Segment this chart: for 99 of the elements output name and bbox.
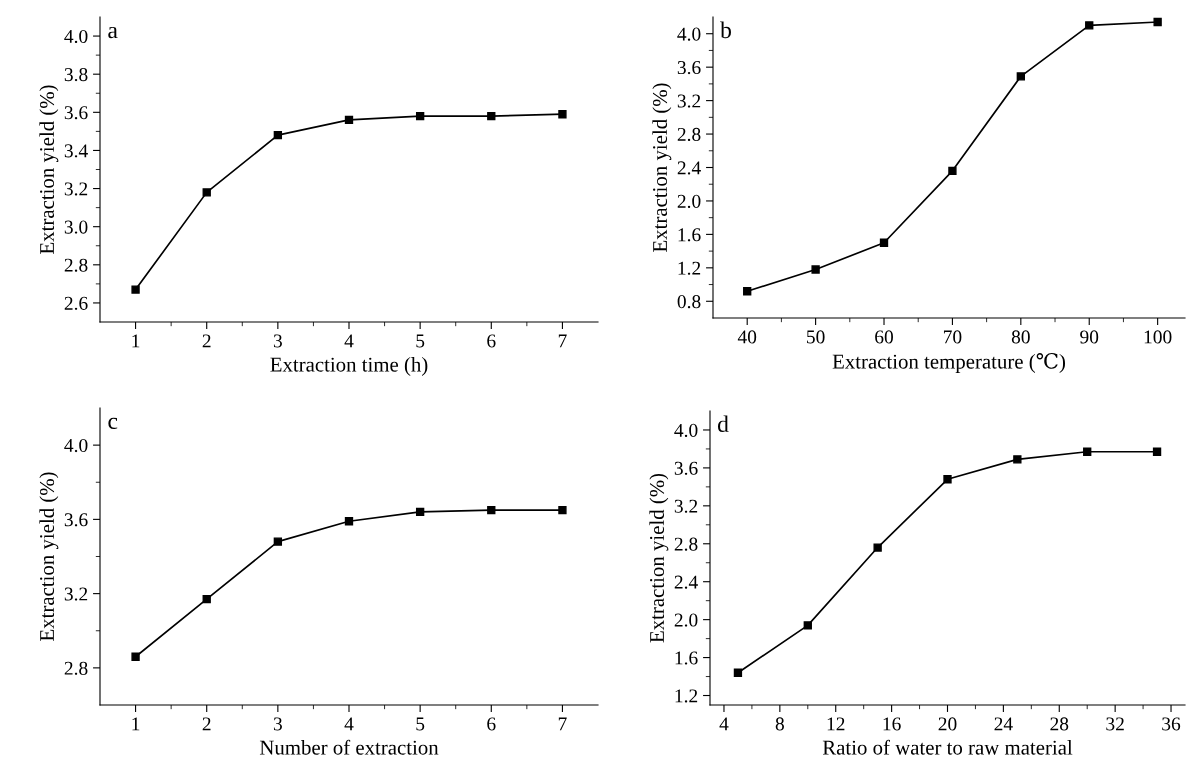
y-tick-label: 1.6 xyxy=(678,228,701,242)
y-tick-label: 0.8 xyxy=(677,295,701,309)
x-axis-title: Number of extraction xyxy=(259,739,439,755)
x-tick-label: 20 xyxy=(938,717,957,731)
point xyxy=(811,265,820,274)
point xyxy=(487,505,496,515)
point xyxy=(1153,17,1162,27)
annotation: a xyxy=(108,26,118,39)
y-tick-label: 2.8 xyxy=(64,258,88,272)
y-tick-label: 3.2 xyxy=(64,587,88,601)
y-tick-label: 2.6 xyxy=(64,296,88,310)
point xyxy=(1013,455,1022,464)
x-tick-label: 32 xyxy=(1106,717,1124,731)
point xyxy=(1152,447,1162,456)
y-tick-label: 2.4 xyxy=(677,161,701,175)
x-tick-label: 1 xyxy=(132,334,140,348)
y-tick-label: 1.2 xyxy=(678,261,701,275)
point xyxy=(202,595,211,604)
y-tick-label: 3.6 xyxy=(64,513,88,527)
y-tick-label: 3.2 xyxy=(64,182,88,196)
x-tick-label: 4 xyxy=(719,717,729,731)
x-tick-label: 4 xyxy=(344,334,354,348)
y-tick-label: 3.8 xyxy=(64,68,88,82)
y-tick-label: 3.2 xyxy=(677,94,701,108)
y-tick-label: 4.0 xyxy=(64,29,88,44)
y-tick-label: 3.0 xyxy=(64,220,88,234)
point xyxy=(558,505,567,515)
x-tick-label: 60 xyxy=(875,330,893,344)
x-tick-label: 12 xyxy=(827,717,845,731)
point xyxy=(743,287,752,296)
y-tick-label: 1.6 xyxy=(675,651,698,665)
point xyxy=(558,110,567,119)
y-tick-label: 2.0 xyxy=(674,613,698,627)
y-axis-title: Extraction yield (%) xyxy=(649,473,669,643)
x-tick-label: 80 xyxy=(1011,330,1030,344)
y-tick-label: 3.2 xyxy=(674,499,698,513)
x-tick-label: 28 xyxy=(1050,717,1069,731)
point xyxy=(273,537,283,546)
annotation: b xyxy=(720,21,731,39)
point xyxy=(131,285,140,294)
x-axis-title: Ratio of water to raw material xyxy=(822,739,1073,755)
y-tick-label: 2.0 xyxy=(677,194,701,208)
point xyxy=(948,166,957,176)
x-tick-label: 36 xyxy=(1162,717,1181,731)
y-tick-label: 1.2 xyxy=(675,689,698,703)
x-tick-label: 8 xyxy=(775,717,784,731)
x-axis-title: Extraction temperature (℃) xyxy=(832,352,1066,373)
annotation: d xyxy=(717,415,729,433)
x-tick-label: 1 xyxy=(132,717,140,731)
x-tick-label: 2 xyxy=(202,334,211,348)
point xyxy=(344,517,354,526)
point xyxy=(873,543,882,552)
point xyxy=(943,475,952,484)
x-axis-title: Extraction time (h) xyxy=(270,356,428,376)
x-tick-label: 70 xyxy=(943,330,962,344)
point xyxy=(415,111,425,121)
x-tick-label: 6 xyxy=(487,717,496,731)
x-tick-label: 6 xyxy=(487,334,496,348)
point xyxy=(1085,21,1094,30)
x-tick-label: 40 xyxy=(737,330,757,344)
x-tick-label: 5 xyxy=(416,717,425,731)
point xyxy=(803,621,812,630)
x-tick-label: 90 xyxy=(1080,330,1099,344)
y-tick-label: 3.4 xyxy=(64,144,88,158)
x-tick-label: 3 xyxy=(273,334,282,348)
annotation: c xyxy=(108,417,118,430)
y-tick-label: 2.8 xyxy=(674,537,698,551)
point xyxy=(879,238,889,247)
y-tick-label: 3.6 xyxy=(677,61,701,75)
x-tick-label: 16 xyxy=(883,717,901,731)
y-axis-title: Extraction yield (%) xyxy=(652,83,672,252)
x-tick-label: 24 xyxy=(994,717,1013,731)
y-tick-label: 2.8 xyxy=(64,661,88,675)
x-tick-label: 100 xyxy=(1144,330,1172,344)
x-tick-label: 7 xyxy=(558,334,567,348)
y-tick-label: 2.8 xyxy=(677,127,701,142)
x-tick-label: 3 xyxy=(273,717,282,731)
point xyxy=(202,188,211,197)
y-tick-label: 3.6 xyxy=(64,106,88,120)
point xyxy=(131,652,140,661)
x-tick-label: 4 xyxy=(344,717,354,731)
point xyxy=(733,668,743,677)
x-tick-label: 7 xyxy=(558,717,567,731)
x-tick-label: 2 xyxy=(202,717,211,731)
y-tick-label: 2.4 xyxy=(674,575,698,589)
y-axis-title: Extraction yield (%) xyxy=(39,85,59,254)
x-tick-label: 50 xyxy=(807,330,825,344)
y-axis-title: Extraction yield (%) xyxy=(39,472,59,641)
y-tick-label: 4.0 xyxy=(677,27,701,41)
y-tick-label: 4.0 xyxy=(64,438,88,453)
y-tick-label: 4.0 xyxy=(674,423,698,437)
point xyxy=(487,111,496,121)
point xyxy=(415,507,425,517)
x-tick-label: 5 xyxy=(416,334,425,348)
point xyxy=(1083,447,1092,456)
point xyxy=(273,131,283,140)
y-tick-label: 3.6 xyxy=(674,461,698,475)
point xyxy=(1016,72,1025,81)
point xyxy=(344,115,354,125)
